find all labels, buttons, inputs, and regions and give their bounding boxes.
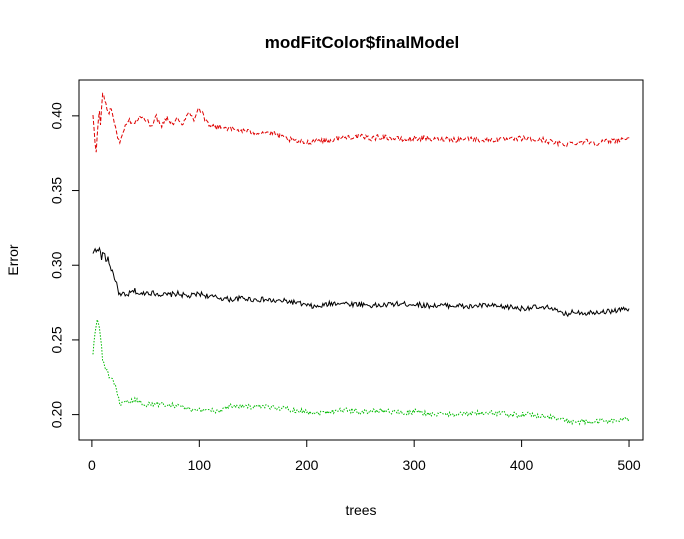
y-tick-label: 0.30 [49, 251, 65, 278]
y-tick-label: 0.40 [49, 102, 65, 129]
x-tick-label: 500 [617, 457, 641, 473]
x-axis-label: trees [345, 502, 376, 518]
x-tick-label: 400 [510, 457, 534, 473]
chart-title: modFitColor$finalModel [265, 33, 460, 52]
x-tick-label: 300 [402, 457, 426, 473]
y-tick-label: 0.20 [49, 401, 65, 428]
series-line-1 [92, 246, 630, 318]
x-tick-label: 0 [88, 457, 96, 473]
x-tick-label: 100 [188, 457, 212, 473]
x-tick-label: 200 [295, 457, 319, 473]
series-line-2 [92, 92, 630, 153]
y-axis-label: Error [5, 244, 21, 275]
x-axis: 0 100 200 300 400 500 [88, 439, 641, 473]
y-axis: 0.20 0.25 0.30 0.35 0.40 [49, 102, 80, 428]
y-tick-label: 0.25 [49, 326, 65, 353]
series-layer [92, 92, 630, 426]
y-tick-label: 0.35 [49, 177, 65, 204]
